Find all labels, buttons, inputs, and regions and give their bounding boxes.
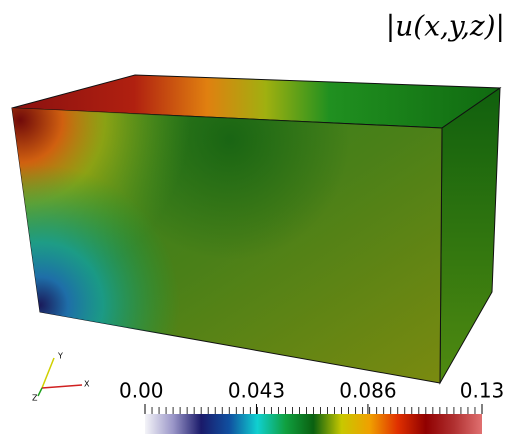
side-face <box>439 87 501 385</box>
z-axis <box>37 387 43 397</box>
x-label: X <box>84 380 90 389</box>
colorbar <box>145 414 482 434</box>
y-label: Y <box>57 352 63 361</box>
y-axis <box>41 357 55 389</box>
tick-label: 0.043 <box>228 379 285 403</box>
axes-triad: Y X Z <box>32 352 90 403</box>
tick-label: 0.086 <box>339 379 396 403</box>
box <box>11 74 502 385</box>
title: |u(x,y,z)| <box>386 10 505 43</box>
front-shade <box>12 108 442 383</box>
z-label: Z <box>32 394 38 403</box>
tick-label: 0.00 <box>119 379 164 403</box>
tick-label: 0.13 <box>460 379 505 403</box>
x-axis <box>41 384 83 389</box>
